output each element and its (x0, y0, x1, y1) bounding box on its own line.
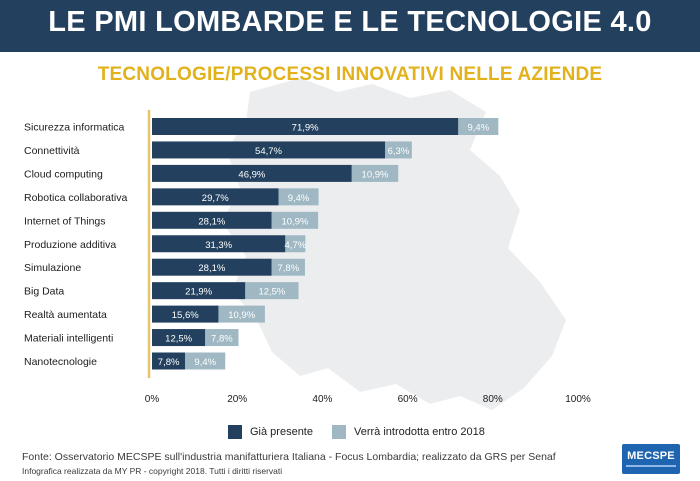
bar-planned (285, 235, 306, 253)
bar-planned (245, 282, 299, 300)
bar-planned (458, 118, 499, 135)
mecspe-logo: MECSPE (622, 444, 680, 474)
data-label-planned: 7,8% (211, 334, 233, 345)
bar-present (152, 188, 279, 206)
bar-present (152, 118, 459, 135)
data-label-planned: 10,9% (362, 169, 389, 180)
bar-planned (271, 211, 319, 229)
data-label-planned: 6,3% (388, 146, 410, 157)
logo-text: MECSPE (627, 450, 675, 462)
x-tick-label: 0% (145, 394, 160, 405)
data-label-present: 71,9% (292, 123, 319, 134)
page-title: LE PMI LOMBARDE E LE TECNOLOGIE 4.0 (48, 6, 652, 38)
data-label-planned: 10,9% (281, 216, 308, 227)
bar-present (152, 329, 206, 347)
category-label: Connettività (24, 145, 80, 157)
chart-subtitle: TECNOLOGIE/PROCESSI INNOVATIVI NELLE AZI… (97, 64, 603, 85)
bar-present (152, 282, 246, 300)
credit-note: Infografica realizzata da MY PR - copyri… (22, 466, 283, 476)
data-label-present: 21,9% (185, 287, 212, 298)
data-label-present: 46,9% (238, 169, 265, 180)
data-label-present: 28,1% (198, 263, 225, 274)
category-label: Materiali intelligenti (24, 333, 113, 345)
data-label-present: 31,3% (205, 240, 232, 251)
bar-present (152, 141, 386, 159)
category-label: Sicurezza informatica (24, 122, 125, 134)
bar-present (152, 235, 286, 253)
bar-planned (278, 188, 319, 206)
x-tick-label: 40% (312, 394, 332, 405)
header-banner: LE PMI LOMBARDE E LE TECNOLOGIE 4.0 (0, 0, 700, 52)
source-note: Fonte: Osservatorio MECSPE sull'industri… (22, 451, 556, 463)
data-label-planned: 10,9% (228, 310, 255, 321)
legend-swatch-planned (332, 425, 346, 439)
logo-underline (626, 465, 676, 467)
data-label-present: 12,5% (165, 334, 192, 345)
legend-label-present: Già presente (250, 426, 313, 438)
category-label: Simulazione (24, 262, 81, 274)
x-tick-label: 100% (565, 394, 591, 405)
bar-present (152, 305, 219, 323)
data-label-planned: 4,7% (285, 240, 307, 251)
bar-planned (351, 164, 399, 182)
data-label-present: 29,7% (202, 193, 229, 204)
data-label-present: 28,1% (198, 216, 225, 227)
bar-present (152, 352, 186, 370)
legend-label-planned: Verrà introdotta entro 2018 (354, 426, 485, 438)
bar-planned (385, 141, 412, 159)
x-tick-label: 20% (227, 394, 247, 405)
category-label: Cloud computing (24, 168, 103, 180)
bar-planned (205, 329, 239, 347)
category-label: Produzione additiva (24, 239, 116, 251)
bar-planned (185, 352, 226, 370)
x-tick-label: 60% (398, 394, 418, 405)
bar-present (152, 258, 272, 276)
category-label: Nanotecnologie (24, 356, 97, 368)
data-label-planned: 9,4% (288, 193, 310, 204)
data-label-present: 7,8% (158, 357, 180, 368)
bar-planned (218, 305, 265, 323)
category-label: Big Data (24, 286, 64, 298)
category-label: Internet of Things (24, 215, 106, 227)
category-label: Realtà aumentata (24, 309, 107, 321)
bar-present (152, 164, 352, 182)
bar-planned (271, 258, 305, 276)
data-label-present: 54,7% (255, 146, 282, 157)
data-label-planned: 9,4% (467, 123, 489, 134)
data-label-planned: 7,8% (277, 263, 299, 274)
data-label-present: 15,6% (172, 310, 199, 321)
bar-present (152, 211, 272, 229)
data-label-planned: 12,5% (258, 287, 285, 298)
x-tick-label: 80% (483, 394, 503, 405)
data-label-planned: 9,4% (194, 357, 216, 368)
legend-swatch-present (228, 425, 242, 439)
category-label: Robotica collaborativa (24, 192, 127, 204)
